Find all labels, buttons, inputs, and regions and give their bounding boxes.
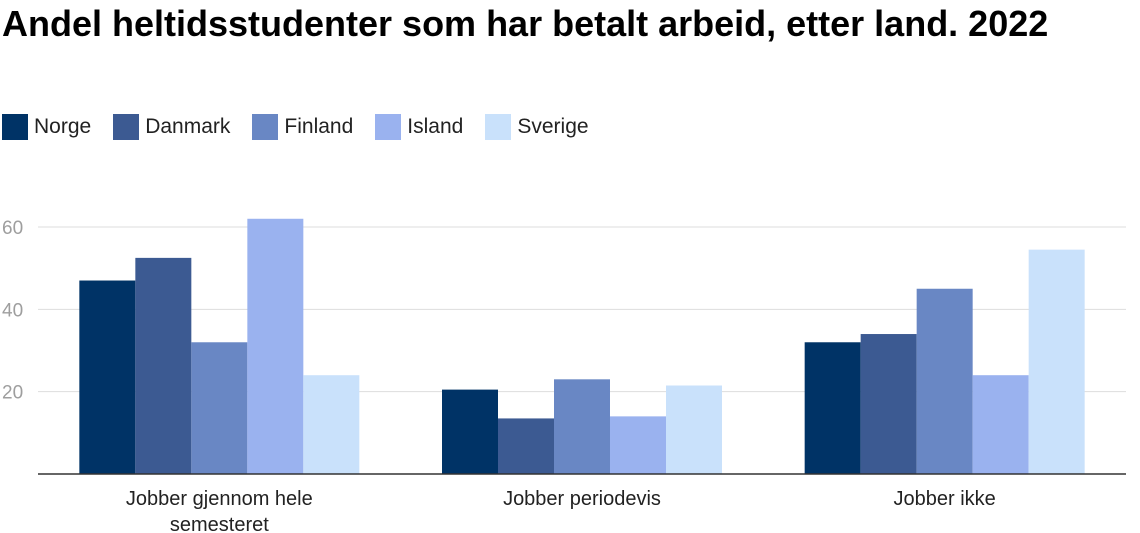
legend-swatch-finland	[252, 114, 279, 140]
bar-danmark[interactable]	[135, 257, 192, 474]
legend-label-sverige: Sverige	[517, 115, 589, 138]
legend-item-finland[interactable]: Finland	[252, 114, 353, 140]
bar-finland[interactable]	[554, 379, 610, 474]
y-tick-label: 40	[2, 300, 23, 321]
bar-norge[interactable]	[79, 280, 136, 474]
legend-item-danmark[interactable]: Danmark	[113, 114, 230, 140]
bar-norge[interactable]	[804, 342, 861, 474]
legend-swatch-norge	[2, 114, 28, 140]
x-category-label: Jobber gjennom hele semesteret	[126, 488, 313, 533]
bar-finland[interactable]	[916, 288, 973, 474]
legend-item-sverige[interactable]: Sverige	[485, 114, 589, 140]
legend-label-finland: Finland	[284, 115, 354, 138]
legend-label-island: Island	[407, 115, 464, 138]
legend-item-norge[interactable]: Norge	[2, 114, 91, 140]
x-category-label: Jobber periodevis	[503, 488, 661, 510]
bar-island[interactable]	[247, 218, 304, 474]
bar-norge[interactable]	[442, 389, 498, 474]
chart-title: Andel heltidsstudenter som har betalt ar…	[2, 3, 1049, 44]
legend: Norge Danmark Finland Island Sverige	[2, 114, 611, 140]
legend-swatch-sverige	[485, 114, 512, 140]
bar-sverige[interactable]	[303, 375, 360, 474]
legend-label-danmark: Danmark	[145, 115, 231, 138]
bar-island[interactable]	[610, 416, 666, 474]
bar-danmark[interactable]	[860, 334, 917, 474]
y-tick-label: 20	[2, 383, 23, 404]
legend-label-norge: Norge	[34, 115, 92, 138]
legend-item-island[interactable]: Island	[375, 114, 463, 140]
legend-swatch-island	[375, 114, 402, 140]
bar-island[interactable]	[972, 375, 1029, 474]
legend-swatch-danmark	[113, 114, 140, 140]
bar-sverige[interactable]	[666, 385, 722, 474]
x-category-label: Jobber ikke	[894, 488, 996, 510]
bar-sverige[interactable]	[1028, 249, 1085, 474]
bar-finland[interactable]	[191, 342, 248, 474]
y-tick-label: 60	[2, 218, 23, 239]
bar-danmark[interactable]	[498, 418, 554, 474]
